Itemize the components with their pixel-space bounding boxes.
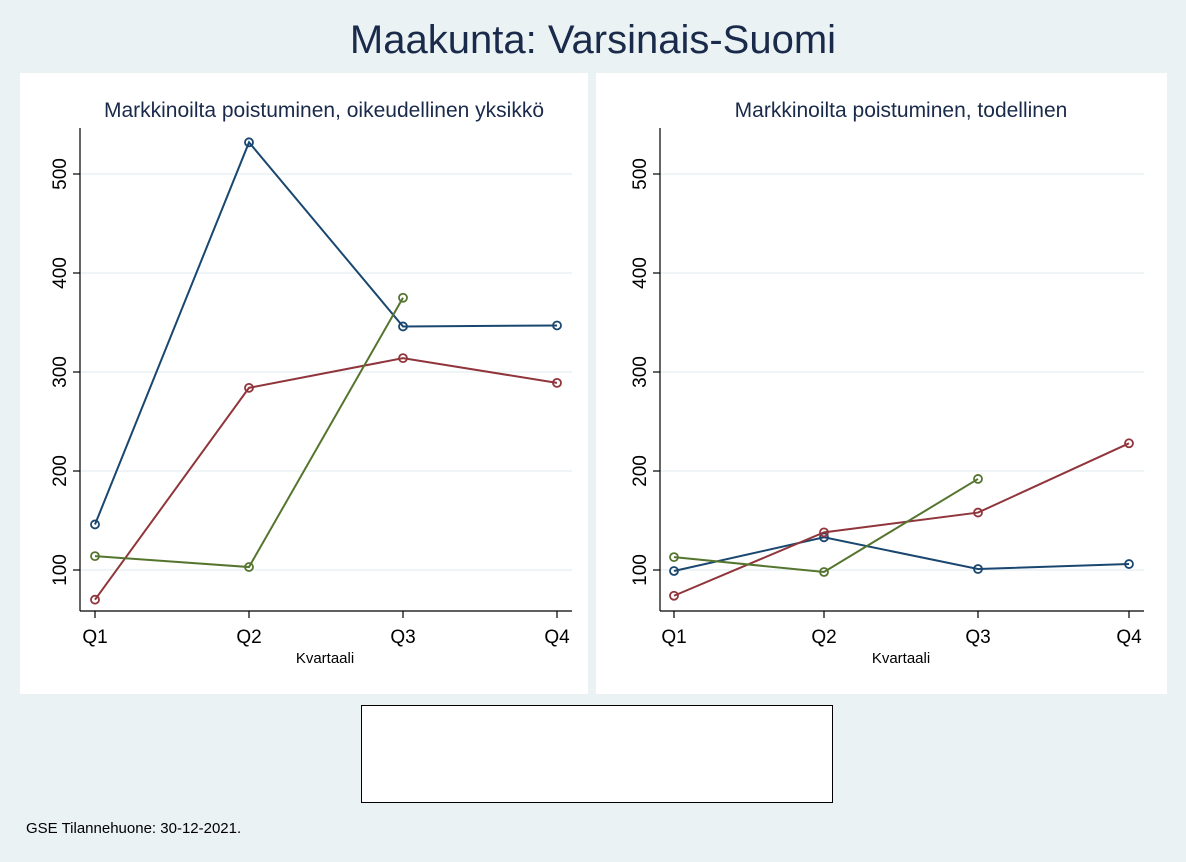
left-y-tick-label: 200 (50, 455, 71, 487)
left-series-2020-point (90, 594, 100, 605)
left-series-2020-line (94, 357, 558, 601)
right-x-tick-label: Q4 (1116, 627, 1142, 648)
left-y-tick-label: 100 (50, 554, 71, 586)
right-series-2019-point (973, 564, 983, 574)
figure-title: Maakunta: Varsinais-Suomi (349, 18, 837, 62)
left-series-2020-point (398, 353, 408, 364)
left-series-2019-point (90, 519, 100, 530)
left-series-2021-point (244, 562, 254, 572)
right-x-tick-label: Q2 (811, 627, 836, 648)
right-series-2020-point (973, 507, 983, 518)
left-series-2020-point (244, 382, 254, 393)
left-x-tick-label: Q2 (236, 627, 261, 648)
right-y-tick-label: 200 (630, 455, 651, 487)
right-y-tick-label: 100 (630, 554, 651, 586)
right-series-2021-point (669, 552, 679, 563)
right-y-tick-label: 500 (630, 158, 651, 190)
left-x-tick-label: Q1 (82, 627, 107, 648)
left-series-2020-point (552, 377, 562, 388)
right-panel-background (596, 73, 1167, 694)
right-x-tick-label: Q3 (965, 627, 990, 648)
left-y-tick-label: 400 (50, 257, 71, 289)
right-y-tick-label: 300 (630, 356, 651, 388)
left-y-tick-label: 500 (50, 158, 71, 190)
left-series-2019-point (244, 137, 254, 148)
left-series-2019-point (552, 320, 562, 331)
legend (361, 705, 833, 803)
right-series-2021-point (973, 474, 983, 484)
right-series-2021-point (819, 567, 829, 577)
right-series-2020-line (673, 442, 1130, 597)
left-panel-title: Markkinoilta poistuminen, oikeudellinen … (104, 99, 544, 122)
left-series-2021-line (94, 297, 404, 569)
right-x-tick-label: Q1 (661, 627, 686, 648)
left-panel-background (20, 73, 588, 694)
left-series-2019-point (398, 321, 408, 332)
right-x-axis-title: Kvartaali (872, 650, 930, 667)
right-series-2020-point (1124, 438, 1134, 449)
left-series-2019-line (94, 140, 558, 525)
left-series-2021-point (398, 292, 408, 303)
footnote: GSE Tilannehuone: 30-12-2021. (26, 820, 242, 837)
left-series-2021-point (90, 551, 100, 562)
right-series-2020-point (819, 527, 829, 538)
right-series-2021-line (673, 478, 979, 574)
right-y-tick-label: 400 (630, 257, 651, 289)
left-y-tick-label: 300 (50, 356, 71, 388)
left-x-tick-label: Q4 (544, 627, 570, 648)
left-x-axis-title: Kvartaali (296, 650, 354, 667)
right-series-2019-point (1124, 559, 1134, 569)
right-panel-title: Markkinoilta poistuminen, todellinen (735, 99, 1068, 122)
right-series-2020-point (669, 590, 679, 601)
left-x-tick-label: Q3 (390, 627, 415, 648)
right-series-2019-point (669, 566, 679, 576)
right-series-2019-line (673, 536, 1130, 572)
